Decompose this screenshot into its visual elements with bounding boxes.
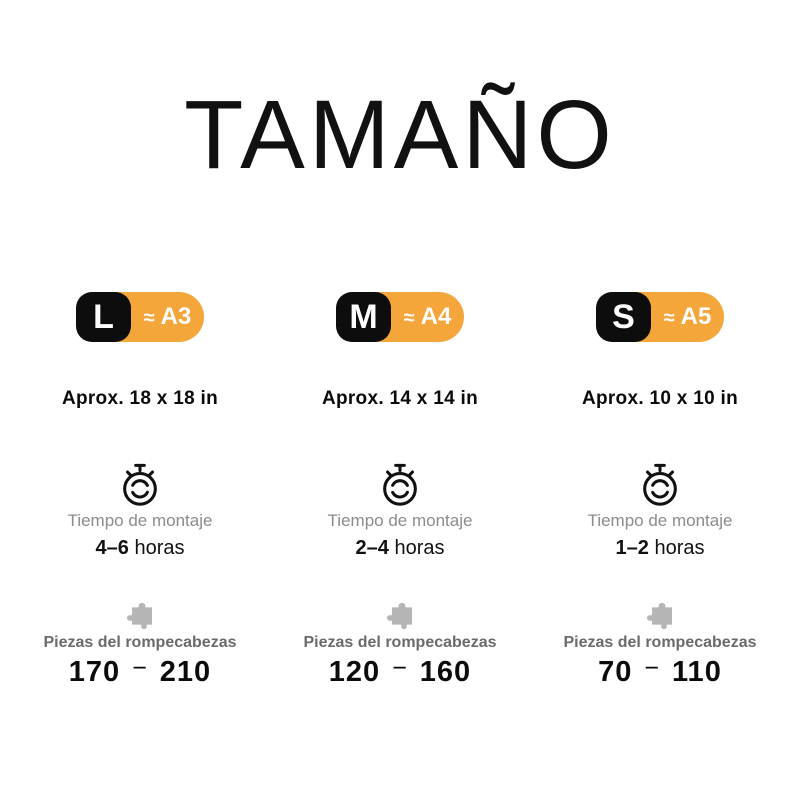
size-badge-l: L ≈ A3 <box>76 292 204 342</box>
assembly-time-value: 4–6 horas <box>96 537 185 560</box>
assembly-time-value: 1–2 horas <box>616 537 705 560</box>
dimensions-text: Aprox. 10 x 10 in <box>581 388 739 409</box>
range-dash: − <box>132 654 148 682</box>
size-letter: S <box>596 292 651 342</box>
time-range: 1–2 <box>615 537 649 559</box>
range-dash: − <box>392 654 408 682</box>
stopwatch-icon <box>377 462 423 508</box>
paper-size-text: A4 <box>420 303 452 330</box>
assembly-time-value: 2–4 horas <box>356 537 445 560</box>
pieces-range: 120−160 <box>328 654 472 689</box>
pieces-max: 210 <box>159 656 212 688</box>
paper-size-text: A5 <box>680 303 712 330</box>
time-range: 2–4 <box>355 537 389 559</box>
pieces-min: 170 <box>68 656 121 688</box>
approx-equals-icon: ≈ <box>403 306 415 329</box>
range-dash: − <box>644 654 661 682</box>
size-columns: L ≈ A3 Aprox. 18 x 18 in <box>10 292 790 689</box>
size-letter: L <box>76 292 131 342</box>
assembly-time-label: Tiempo de montaje <box>327 511 473 530</box>
pieces-min: 120 <box>328 656 381 688</box>
time-range: 4–6 <box>95 537 129 559</box>
pieces-label: Piezas del rompecabezas <box>563 634 757 651</box>
pieces-min: 70 <box>598 656 633 688</box>
size-badge-m: M ≈ A4 <box>336 292 464 342</box>
pieces-max: 160 <box>419 656 472 688</box>
stopwatch-icon <box>117 462 163 508</box>
size-column-s: S ≈ A5 Aprox. 10 x 10 in <box>530 292 790 689</box>
time-unit: horas <box>388 537 445 559</box>
size-column-m: M ≈ A4 Aprox. 14 x 14 in <box>270 292 530 689</box>
paper-size-label: ≈ A3 <box>131 292 204 342</box>
approx-equals-icon: ≈ <box>143 306 155 329</box>
pieces-range: 70−110 <box>598 654 722 689</box>
assembly-time-label: Tiempo de montaje <box>587 511 733 530</box>
page-title: TAMAÑO <box>184 80 616 189</box>
approx-equals-icon: ≈ <box>663 306 675 329</box>
size-letter: M <box>336 292 391 342</box>
paper-size-label: ≈ A4 <box>391 292 464 342</box>
puzzle-piece-icon <box>644 598 676 630</box>
pieces-range: 170−210 <box>68 654 212 689</box>
pieces-label: Piezas del rompecabezas <box>43 634 237 651</box>
paper-size-text: A3 <box>160 303 192 330</box>
time-unit: horas <box>128 537 185 559</box>
assembly-time-label: Tiempo de montaje <box>67 511 213 530</box>
size-badge-s: S ≈ A5 <box>596 292 724 342</box>
paper-size-label: ≈ A5 <box>651 292 724 342</box>
dimensions-text: Aprox. 18 x 18 in <box>61 388 219 409</box>
size-column-l: L ≈ A3 Aprox. 18 x 18 in <box>10 292 270 689</box>
pieces-max: 110 <box>672 656 722 688</box>
dimensions-text: Aprox. 14 x 14 in <box>321 388 479 409</box>
stopwatch-icon <box>637 462 683 508</box>
time-unit: horas <box>648 537 705 559</box>
puzzle-piece-icon <box>124 598 156 630</box>
pieces-label: Piezas del rompecabezas <box>303 634 497 651</box>
puzzle-piece-icon <box>384 598 416 630</box>
